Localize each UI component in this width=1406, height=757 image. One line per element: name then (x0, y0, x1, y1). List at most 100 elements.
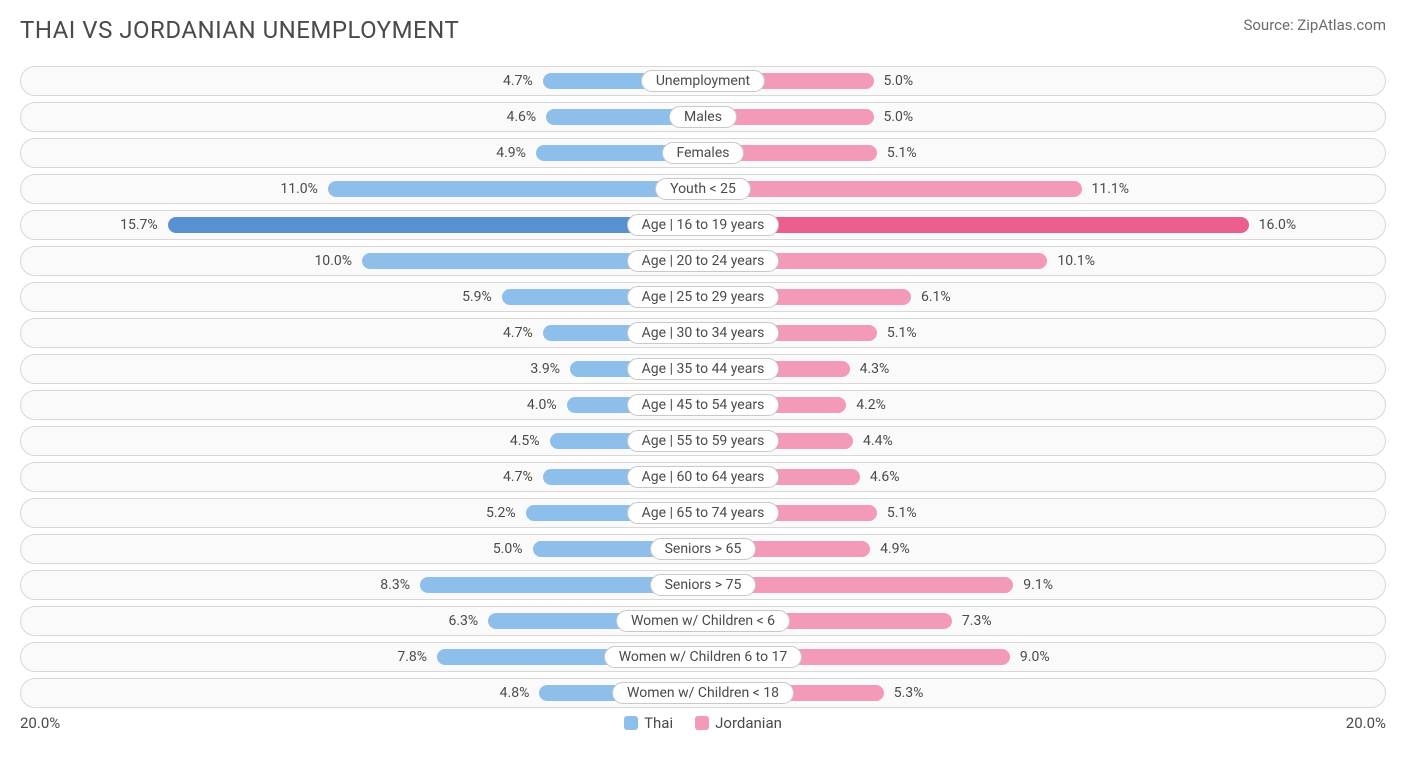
legend-label-right: Jordanian (715, 714, 782, 732)
value-left: 5.9% (452, 289, 502, 305)
value-right: 5.1% (877, 325, 927, 341)
row-right-half: 11.1% (703, 175, 1385, 203)
row-right-half: 10.1% (703, 247, 1385, 275)
row-left-half: 4.6% (21, 103, 703, 131)
row-right-half: 9.1% (703, 571, 1385, 599)
value-right: 6.1% (911, 289, 961, 305)
row-left-half: 4.0% (21, 391, 703, 419)
value-left: 7.8% (387, 649, 437, 665)
row-right-half: 5.1% (703, 319, 1385, 347)
row-right-half: 4.2% (703, 391, 1385, 419)
value-left: 4.6% (496, 109, 546, 125)
axis-max-right: 20.0% (1346, 714, 1386, 732)
value-left: 4.9% (486, 145, 536, 161)
value-right: 5.0% (874, 109, 924, 125)
value-right: 9.1% (1013, 577, 1063, 593)
row-left-half: 4.8% (21, 679, 703, 707)
chart-row: 15.7% 16.0% Age | 16 to 19 years (20, 210, 1386, 240)
legend-item-right: Jordanian (695, 714, 782, 732)
value-right: 16.0% (1249, 217, 1307, 233)
category-label: Age | 65 to 74 years (627, 502, 780, 524)
value-right: 5.0% (874, 73, 924, 89)
row-right-half: 4.3% (703, 355, 1385, 383)
row-left-half: 15.7% (21, 211, 703, 239)
value-right: 5.1% (877, 145, 927, 161)
value-left: 6.3% (438, 613, 488, 629)
value-left: 11.0% (270, 181, 328, 197)
value-right: 7.3% (952, 613, 1002, 629)
value-left: 4.7% (493, 469, 543, 485)
row-right-half: 5.3% (703, 679, 1385, 707)
value-right: 10.1% (1047, 253, 1105, 269)
value-left: 4.7% (493, 325, 543, 341)
value-right: 9.0% (1010, 649, 1060, 665)
category-label: Women w/ Children < 6 (616, 610, 790, 632)
value-left: 4.7% (493, 73, 543, 89)
category-label: Youth < 25 (655, 178, 751, 200)
value-right: 4.4% (853, 433, 903, 449)
bar-left (168, 217, 703, 233)
row-right-half: 5.1% (703, 499, 1385, 527)
legend-swatch-right (695, 716, 709, 730)
row-right-half: 5.0% (703, 103, 1385, 131)
chart-title: THAI VS JORDANIAN UNEMPLOYMENT (20, 16, 459, 44)
legend-label-left: Thai (644, 714, 673, 732)
chart-row: 4.7% 4.6% Age | 60 to 64 years (20, 462, 1386, 492)
chart-row: 10.0% 10.1% Age | 20 to 24 years (20, 246, 1386, 276)
value-left: 3.9% (520, 361, 570, 377)
row-right-half: 9.0% (703, 643, 1385, 671)
chart-row: 8.3% 9.1% Seniors > 75 (20, 570, 1386, 600)
legend-swatch-left (624, 716, 638, 730)
value-left: 8.3% (370, 577, 420, 593)
row-right-half: 4.9% (703, 535, 1385, 563)
chart-row: 3.9% 4.3% Age | 35 to 44 years (20, 354, 1386, 384)
value-left: 5.0% (483, 541, 533, 557)
chart-row: 6.3% 7.3% Women w/ Children < 6 (20, 606, 1386, 636)
chart-row: 11.0% 11.1%Youth < 25 (20, 174, 1386, 204)
axis-max-left: 20.0% (20, 714, 60, 732)
chart-row: 4.7% 5.1% Age | 30 to 34 years (20, 318, 1386, 348)
chart-row: 5.0%4.9%Seniors > 65 (20, 534, 1386, 564)
bar-right (703, 217, 1249, 233)
value-left: 5.2% (476, 505, 526, 521)
chart-row: 4.6% 5.0% Males (20, 102, 1386, 132)
row-right-half: 4.6% (703, 463, 1385, 491)
category-label: Age | 16 to 19 years (627, 214, 780, 236)
category-label: Age | 35 to 44 years (627, 358, 780, 380)
row-right-half: 7.3% (703, 607, 1385, 635)
row-left-half: 8.3% (21, 571, 703, 599)
chart-source: Source: ZipAtlas.com (1243, 16, 1386, 34)
chart-row: 4.5%4.4%Age | 55 to 59 years (20, 426, 1386, 456)
row-right-half: 4.4% (703, 427, 1385, 455)
category-label: Age | 60 to 64 years (627, 466, 780, 488)
row-left-half: 5.0% (21, 535, 703, 563)
row-left-half: 4.7% (21, 319, 703, 347)
category-label: Women w/ Children < 18 (612, 682, 794, 704)
category-label: Seniors > 75 (650, 574, 757, 596)
chart-row: 4.0%4.2%Age | 45 to 54 years (20, 390, 1386, 420)
chart-row: 4.7% 5.0% Unemployment (20, 66, 1386, 96)
chart-area: 4.7% 5.0% Unemployment 4.6% 5.0% Males 4.9% 5.1… (20, 66, 1386, 708)
bar-left (328, 181, 703, 197)
category-label: Age | 20 to 24 years (627, 250, 780, 272)
category-label: Males (669, 106, 737, 128)
category-label: Age | 25 to 29 years (627, 286, 780, 308)
chart-header: THAI VS JORDANIAN UNEMPLOYMENT Source: Z… (20, 16, 1386, 44)
row-left-half: 4.5% (21, 427, 703, 455)
value-right: 4.3% (850, 361, 900, 377)
category-label: Unemployment (641, 70, 765, 92)
category-label: Females (662, 142, 745, 164)
chart-row: 4.8% 5.3% Women w/ Children < 18 (20, 678, 1386, 708)
value-right: 4.6% (860, 469, 910, 485)
value-right: 5.3% (884, 685, 934, 701)
row-left-half: 5.9% (21, 283, 703, 311)
value-left: 10.0% (304, 253, 362, 269)
row-left-half: 4.7% (21, 67, 703, 95)
row-left-half: 3.9% (21, 355, 703, 383)
category-label: Age | 30 to 34 years (627, 322, 780, 344)
value-left: 15.7% (110, 217, 168, 233)
value-right: 4.2% (846, 397, 896, 413)
chart-footer: 20.0% Thai Jordanian 20.0% (20, 714, 1386, 732)
value-left: 4.5% (500, 433, 550, 449)
row-right-half: 16.0% (703, 211, 1385, 239)
